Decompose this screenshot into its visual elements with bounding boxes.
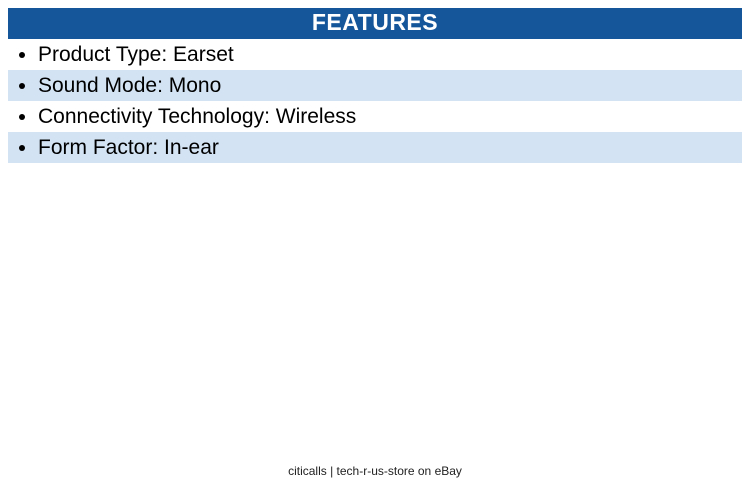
seller-footer-text: citicalls | tech-r-us-store on eBay [288, 464, 462, 478]
feature-row-form-factor: Form Factor: In-ear [8, 132, 742, 163]
bullet-icon [19, 144, 25, 151]
feature-text: Form Factor: In-ear [38, 136, 219, 159]
feature-text: Sound Mode: Mono [38, 74, 222, 97]
feature-text: Product Type: Earset [38, 43, 234, 66]
bullet-icon [19, 82, 25, 89]
bullet-icon [19, 51, 25, 58]
features-header-title: FEATURES [311, 9, 439, 35]
feature-row-connectivity: Connectivity Technology: Wireless [8, 101, 742, 132]
feature-row-sound-mode: Sound Mode: Mono [8, 70, 742, 101]
features-header-bar: FEATURES [8, 8, 742, 39]
features-list: Product Type: Earset Sound Mode: Mono Co… [8, 39, 742, 163]
bullet-icon [19, 113, 25, 120]
feature-text: Connectivity Technology: Wireless [38, 105, 357, 128]
feature-row-product-type: Product Type: Earset [8, 39, 742, 70]
